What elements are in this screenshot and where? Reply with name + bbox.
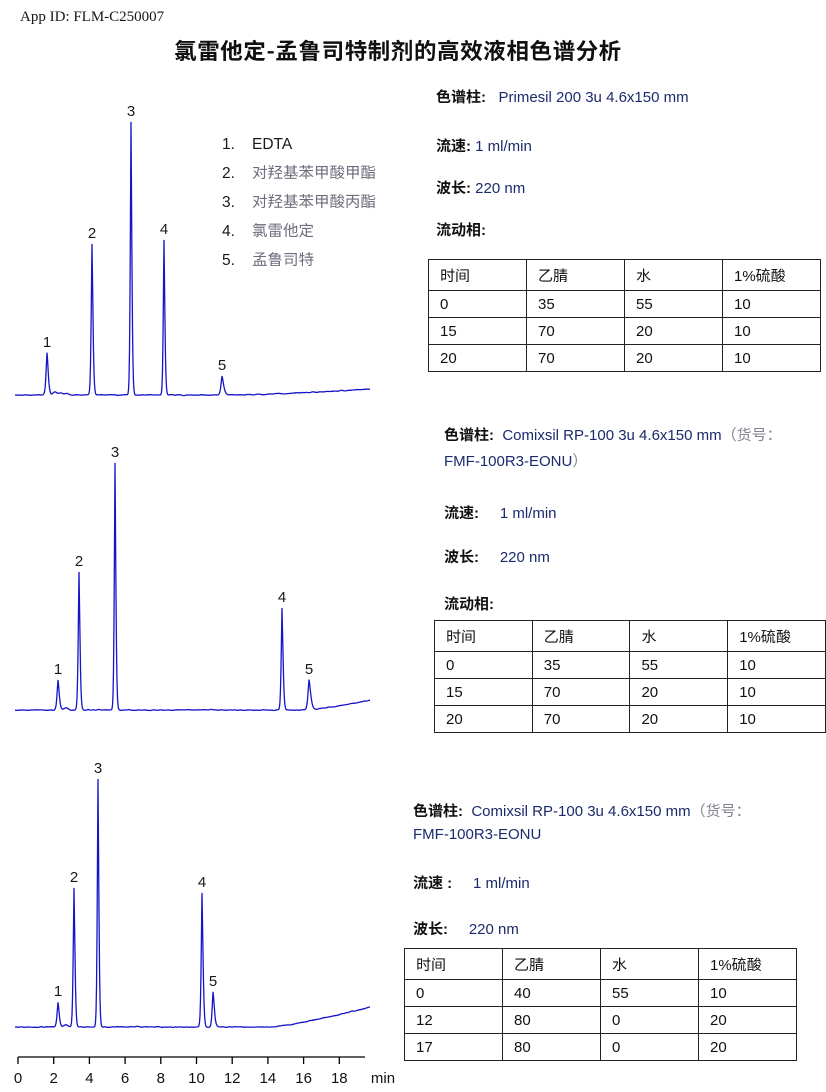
svg-text:2: 2 <box>75 553 83 570</box>
svg-text:6: 6 <box>121 1070 129 1087</box>
svg-text:5: 5 <box>218 357 226 374</box>
svg-text:2: 2 <box>70 869 78 886</box>
svg-text:1: 1 <box>43 334 51 351</box>
svg-text:2: 2 <box>50 1070 58 1087</box>
svg-text:5: 5 <box>209 973 217 990</box>
svg-text:4: 4 <box>160 221 168 238</box>
svg-text:1: 1 <box>54 661 62 678</box>
svg-text:3: 3 <box>94 760 102 777</box>
svg-text:min: min <box>371 1070 395 1087</box>
svg-text:1: 1 <box>54 983 62 1000</box>
svg-text:12: 12 <box>224 1070 241 1087</box>
svg-text:4: 4 <box>85 1070 93 1087</box>
svg-text:18: 18 <box>331 1070 348 1087</box>
svg-text:3: 3 <box>111 444 119 461</box>
svg-text:2: 2 <box>88 225 96 242</box>
svg-text:10: 10 <box>188 1070 205 1087</box>
svg-text:14: 14 <box>260 1070 277 1087</box>
svg-text:8: 8 <box>157 1070 165 1087</box>
svg-text:3: 3 <box>127 103 135 120</box>
svg-text:4: 4 <box>278 589 286 606</box>
svg-text:5: 5 <box>305 661 313 678</box>
svg-text:0: 0 <box>14 1070 22 1087</box>
svg-text:16: 16 <box>295 1070 312 1087</box>
svg-text:4: 4 <box>198 874 206 891</box>
